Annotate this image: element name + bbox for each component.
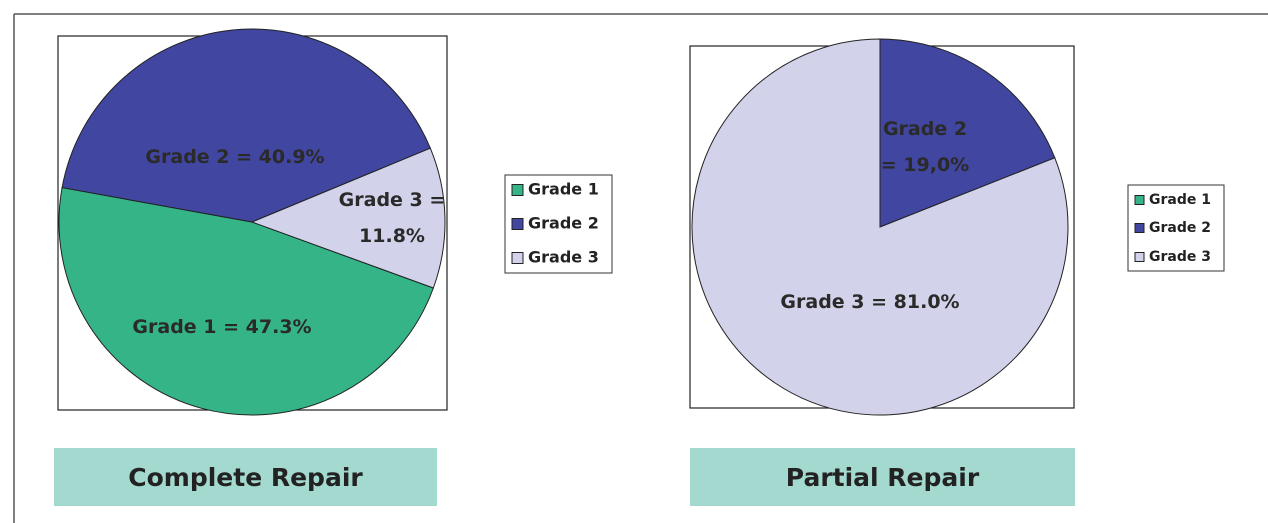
legend-swatch: [511, 252, 524, 264]
slice-label: Grade 1 = 47.3%: [132, 316, 312, 338]
pie-slice: [879, 38, 1056, 228]
legend-label: Grade 1: [1149, 192, 1211, 208]
slice-label: Grade 3 = 81.0%: [780, 291, 960, 313]
slice-label: Grade 3 = 11.8%: [338, 189, 446, 247]
legend-label: Grade 3: [528, 248, 599, 267]
pie-slice: [691, 38, 1069, 416]
chart-title: Complete Repair: [54, 448, 437, 506]
pie-slice: [58, 186, 435, 416]
legend-swatch: [511, 218, 524, 230]
legend-label: Grade 3: [1149, 249, 1211, 265]
chart-title: Partial Repair: [690, 448, 1075, 506]
slice-label: Grade 2 = 40.9%: [145, 146, 325, 168]
legend-label: Grade 2: [1149, 220, 1211, 236]
legend-label: Grade 1: [528, 180, 599, 199]
legend-swatch: [1134, 195, 1145, 205]
legend-swatch: [1134, 252, 1145, 262]
pie-slice: [250, 147, 446, 289]
legend-label: Grade 2: [528, 214, 599, 233]
pie-slice: [61, 28, 431, 223]
legend-swatch: [511, 184, 524, 196]
slice-label: Grade 2 = 19,0%: [880, 118, 970, 176]
legend-swatch: [1134, 223, 1145, 233]
